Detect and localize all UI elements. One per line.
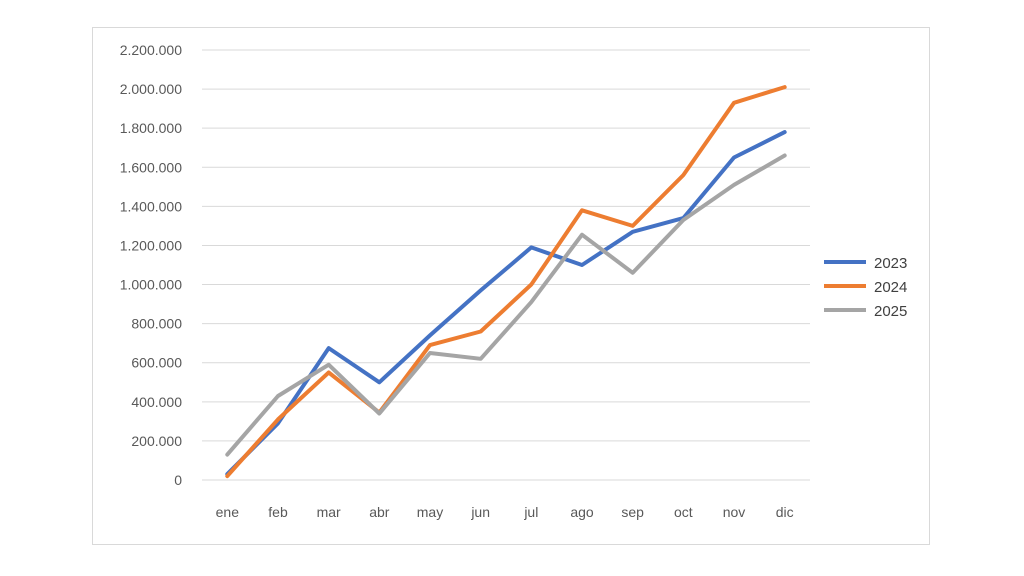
x-tick-label: ago [570, 504, 594, 520]
y-tick-label: 800.000 [131, 316, 182, 332]
legend-label: 2025 [874, 303, 907, 320]
y-tick-label: 200.000 [131, 433, 182, 449]
y-axis-tick-labels: 0 200.000 400.000 600.000 800.000 1.000.000 1.… [120, 42, 183, 488]
series-line-2024 [225, 85, 787, 479]
series-lines [225, 85, 787, 479]
y-tick-label: 0 [174, 472, 182, 488]
y-tick-label: 600.000 [131, 355, 182, 371]
y-tick-label: 1.400.000 [120, 198, 182, 214]
x-tick-label: may [417, 504, 443, 520]
x-tick-label: jun [470, 504, 490, 520]
y-tick-label: 1.800.000 [120, 120, 182, 136]
y-tick-label: 2.200.000 [120, 42, 182, 58]
x-tick-label: sep [621, 504, 644, 520]
x-tick-label: dic [776, 504, 794, 520]
x-tick-label: jul [523, 504, 538, 520]
series-line-2023 [225, 130, 787, 477]
y-tick-label: 1.000.000 [120, 277, 182, 293]
y-tick-label: 1.200.000 [120, 237, 182, 253]
y-tick-label: 2.000.000 [120, 81, 182, 97]
y-tick-label: 1.600.000 [120, 159, 182, 175]
x-tick-label: abr [369, 504, 390, 520]
x-tick-label: ene [216, 504, 240, 520]
x-tick-label: mar [317, 504, 341, 520]
legend-label: 2024 [874, 279, 907, 296]
x-tick-label: feb [268, 504, 288, 520]
x-axis-tick-labels: ene feb mar abr may jun jul ago sep oct nov dic [216, 504, 794, 520]
x-tick-label: oct [674, 504, 693, 520]
series-line-2025 [225, 153, 787, 457]
gridlines [202, 49, 810, 481]
legend: 2023 2024 2025 [824, 255, 907, 320]
legend-label: 2023 [874, 255, 907, 272]
y-tick-label: 400.000 [131, 394, 182, 410]
x-tick-label: nov [723, 504, 746, 520]
chart-frame [92, 27, 930, 545]
